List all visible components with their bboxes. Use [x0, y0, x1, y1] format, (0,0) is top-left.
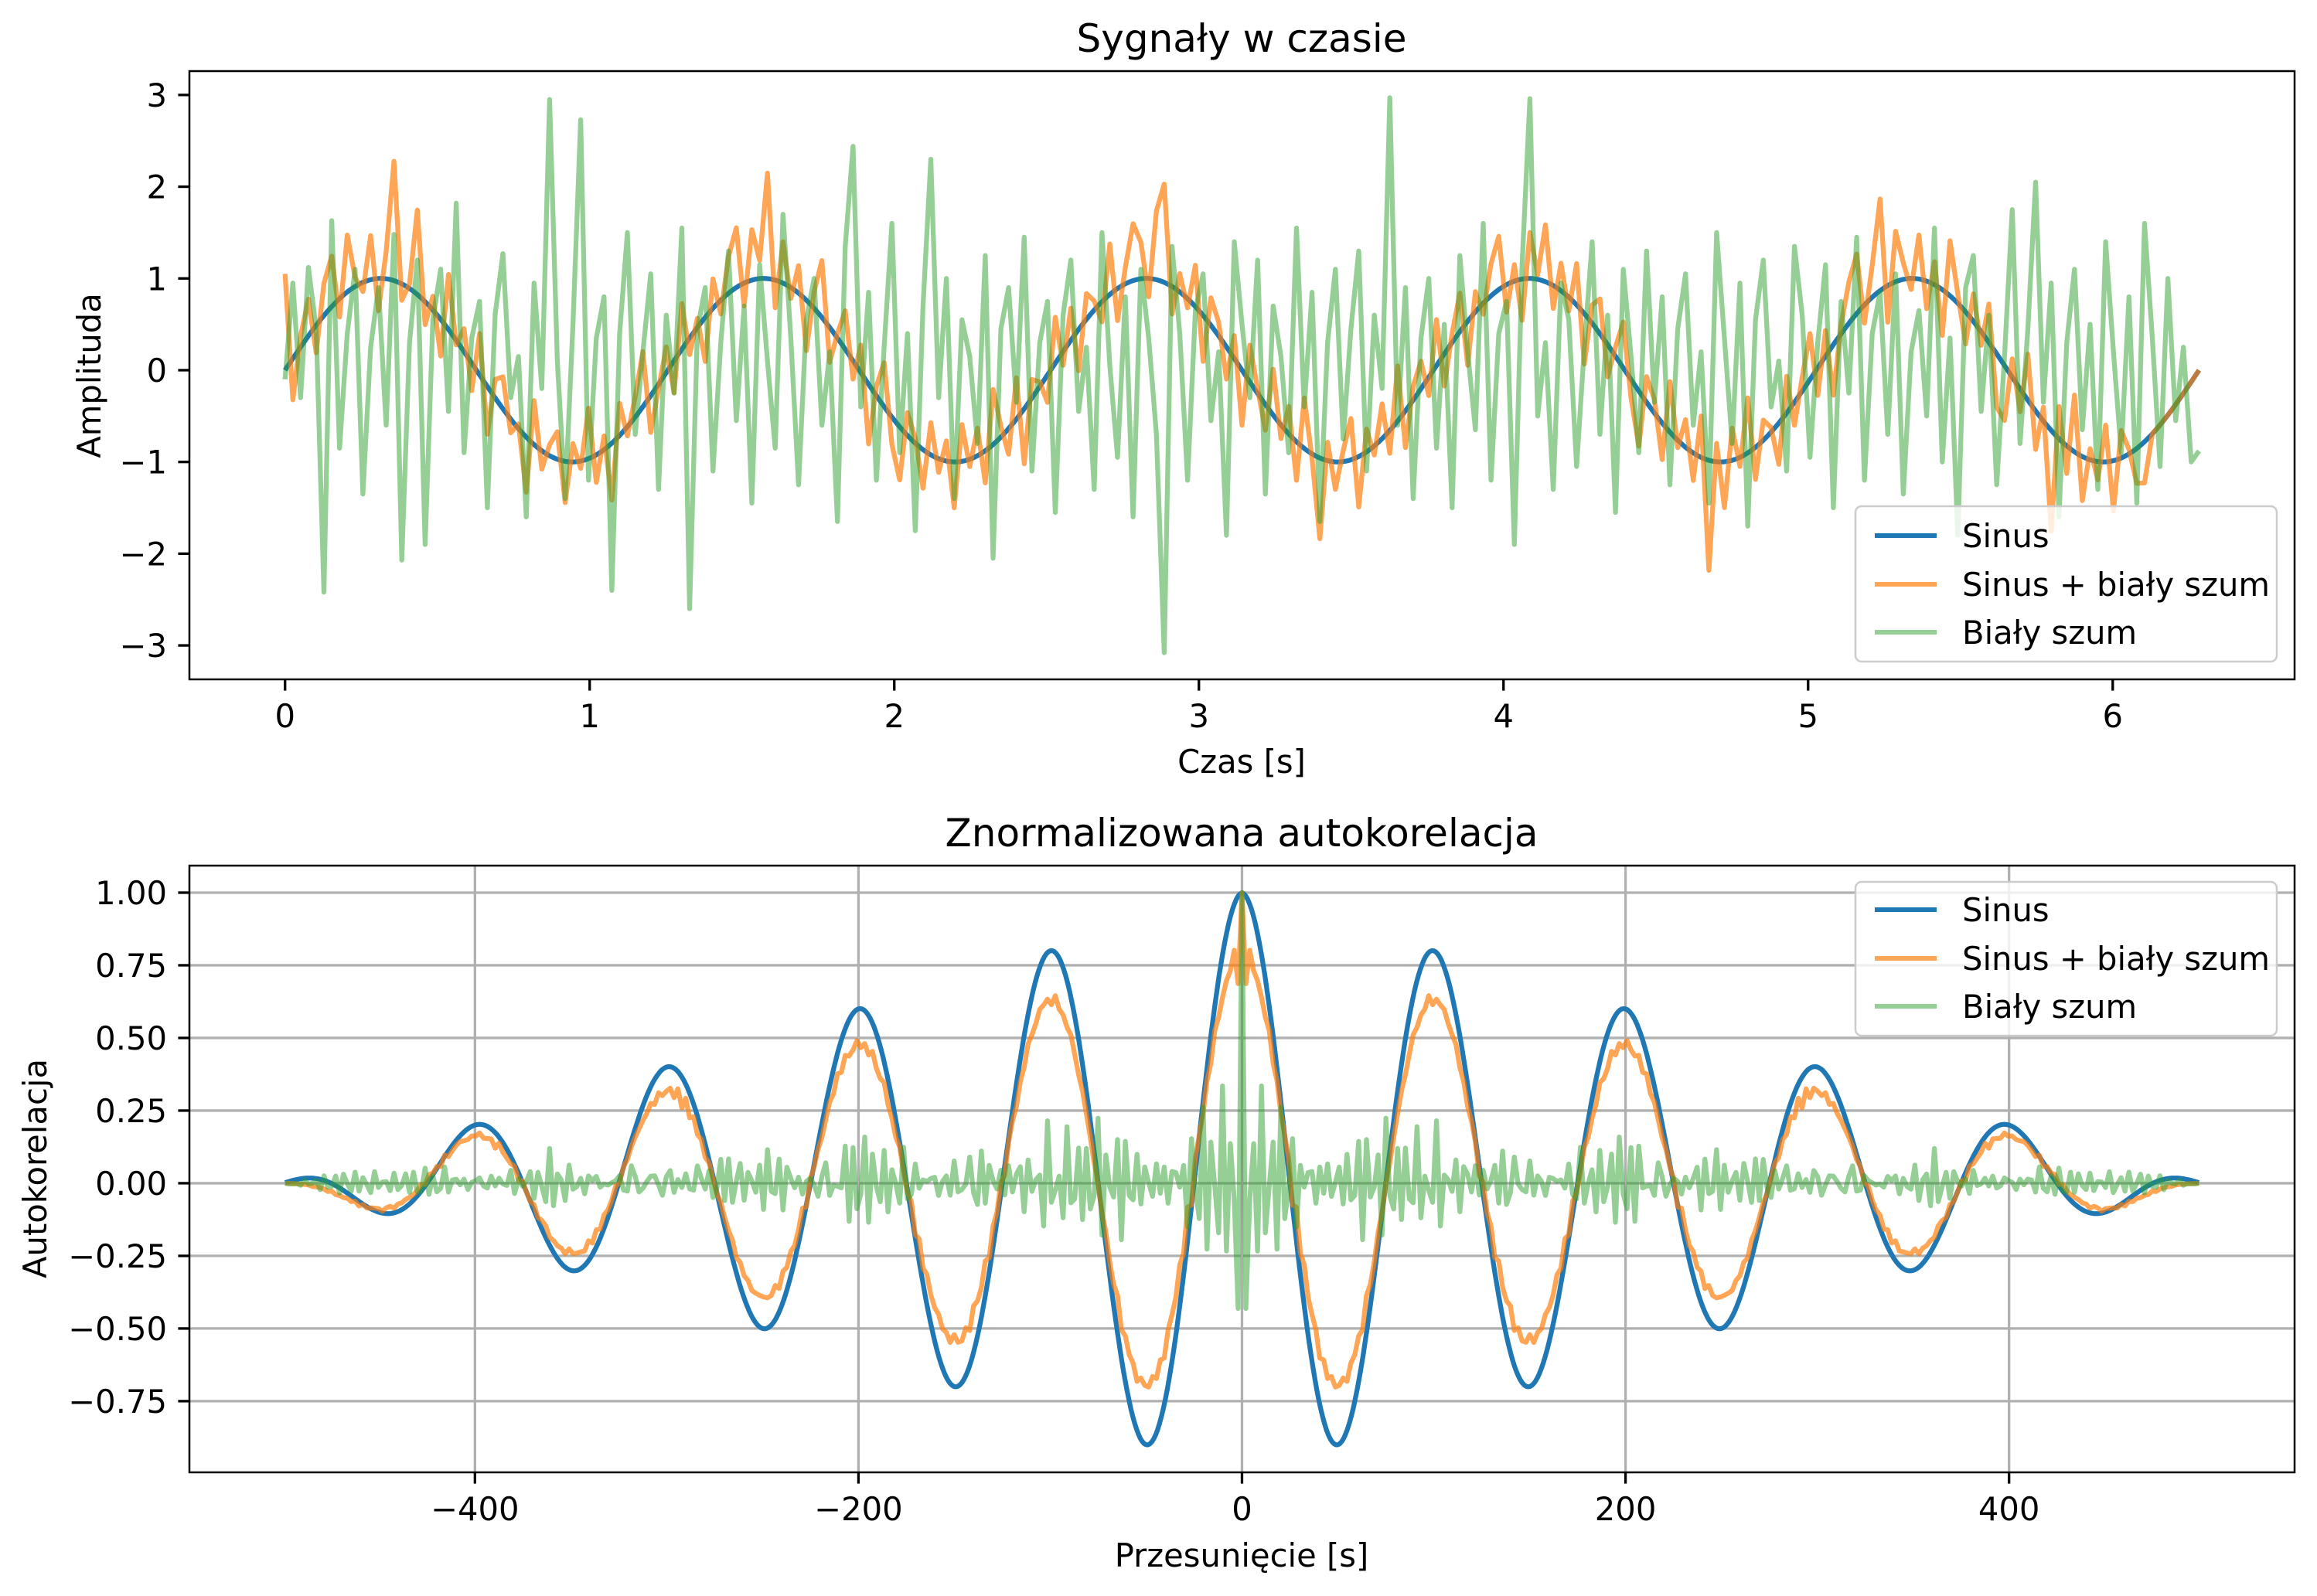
x-axis: −400 −200 0 200 400 [431, 1472, 2039, 1528]
legend-label-white-noise: Biały szum [1962, 988, 2137, 1026]
plot-area [284, 890, 2200, 1448]
x-tick-label: 0 [1232, 1490, 1252, 1528]
x-tick-label: 2 [884, 697, 905, 735]
x-tick-label: 200 [1595, 1490, 1657, 1528]
x-axis: 0 1 2 3 4 5 6 [274, 679, 2123, 735]
y-axis: −3 −2 −1 0 1 2 3 [120, 77, 189, 665]
x-axis-label: Czas [s] [1177, 743, 1306, 781]
y-axis-label: Autokorelacja [16, 1059, 54, 1278]
legend-box [1854, 505, 2278, 663]
x-tick-label: 4 [1493, 697, 1514, 735]
legend-label-sinus: Sinus [1962, 891, 2050, 929]
x-tick-label: 6 [2103, 697, 2124, 735]
plot-area [282, 95, 2201, 655]
x-tick-label: 5 [1798, 697, 1819, 735]
legend-label-sinus-noise: Sinus + biały szum [1962, 566, 2270, 604]
series-line-sinus-noise [282, 158, 2201, 573]
x-tick-label: 1 [579, 697, 600, 735]
x-tick-label: 0 [274, 697, 295, 735]
y-tick-label: −0.25 [68, 1237, 167, 1275]
y-tick-label: −3 [120, 627, 167, 665]
x-tick-label: −200 [814, 1490, 903, 1528]
x-axis-label: Przesunięcie [s] [1115, 1536, 1369, 1574]
legend: Sinus Sinus + biały szum Biały szum [1854, 880, 2278, 1037]
y-tick-label: 0 [146, 352, 167, 390]
legend-box [1854, 880, 2278, 1037]
legend-label-white-noise: Biały szum [1962, 614, 2137, 652]
y-axis-label: Amplituda [70, 293, 108, 458]
y-tick-label: −2 [120, 535, 167, 573]
axes-frame [188, 70, 2296, 681]
y-tick-label: −1 [120, 444, 167, 482]
x-tick-label: 400 [1978, 1490, 2040, 1528]
y-tick-label: 0.25 [95, 1092, 167, 1130]
series-line-white-noise [282, 95, 2201, 655]
x-tick-label: −400 [431, 1490, 520, 1528]
y-tick-label: 0.00 [95, 1165, 167, 1203]
series-line-white-noise [285, 890, 2199, 1312]
y-tick-label: 0.75 [95, 947, 167, 985]
x-tick-label: 3 [1188, 697, 1209, 735]
chart-title: Sygnały w czasie [1077, 16, 1407, 61]
chart-signals: Sygnały w czasie 0 1 2 3 4 5 6 −3 −2 −1 0 1 2 3 Czas… [70, 16, 2296, 781]
y-tick-label: −0.50 [68, 1310, 167, 1348]
y-axis: −0.75 −0.50 −0.25 0.00 0.25 0.50 0.75 1.00 [68, 874, 189, 1421]
legend-label-sinus: Sinus [1962, 517, 2050, 555]
legend: Sinus Sinus + biały szum Biały szum [1854, 505, 2278, 663]
y-tick-label: 1.00 [95, 874, 167, 912]
chart-autocorrelation: Znormalizowana autokorelacja −400 −200 0 20… [16, 811, 2296, 1574]
y-tick-label: 2 [146, 168, 167, 206]
legend-label-sinus-noise: Sinus + biały szum [1962, 940, 2270, 978]
chart-title: Znormalizowana autokorelacja [946, 811, 1538, 856]
y-tick-label: 0.50 [95, 1019, 167, 1057]
y-tick-label: 3 [146, 77, 167, 114]
y-tick-label: −0.75 [68, 1383, 167, 1421]
y-tick-label: 1 [146, 260, 167, 298]
